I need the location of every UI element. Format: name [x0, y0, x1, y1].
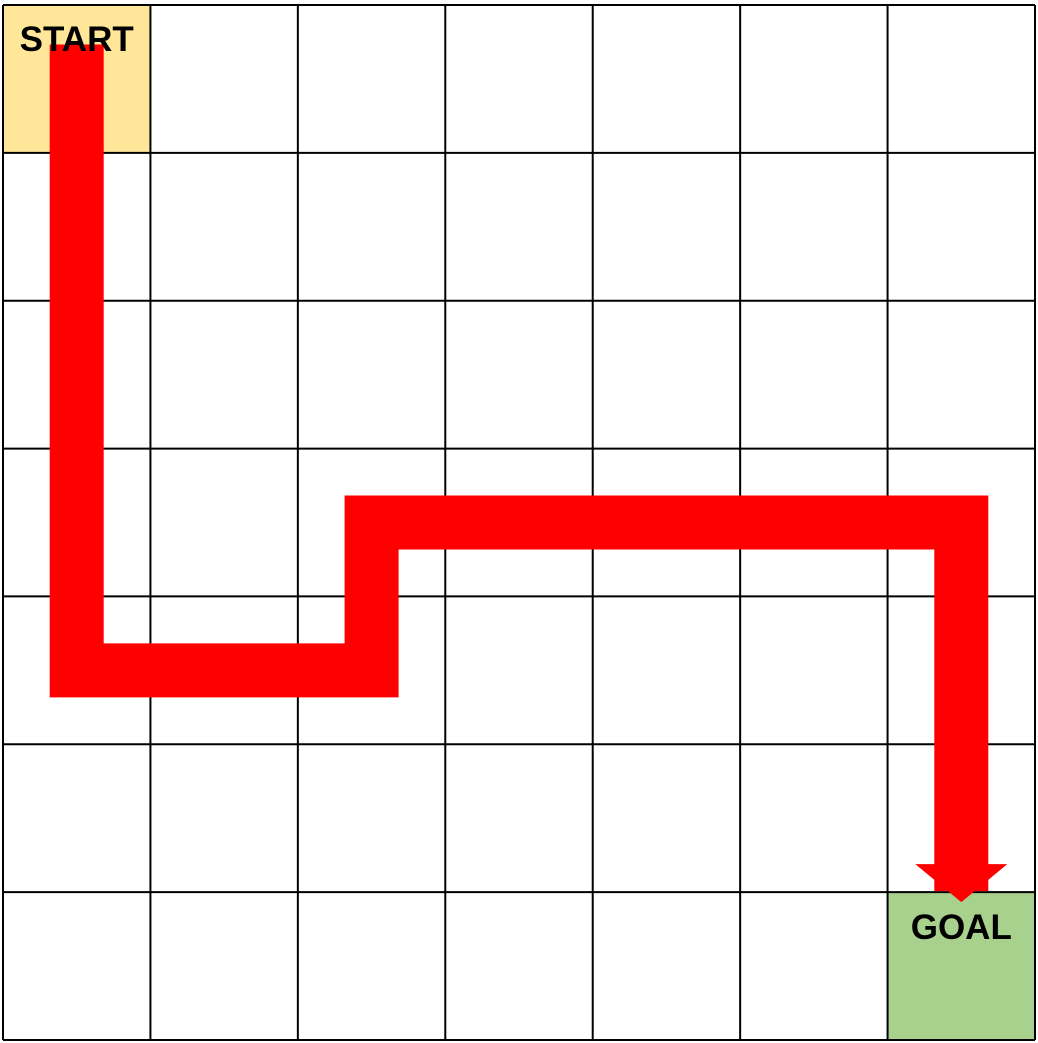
highlighted-cells	[3, 5, 1035, 1040]
path-arrowhead	[915, 864, 1008, 903]
goal-cell	[887, 892, 1035, 1040]
path-line	[49, 44, 989, 892]
goal-label: GOAL	[911, 908, 1012, 947]
path-layer	[49, 44, 1008, 903]
start-label: START	[20, 20, 134, 59]
